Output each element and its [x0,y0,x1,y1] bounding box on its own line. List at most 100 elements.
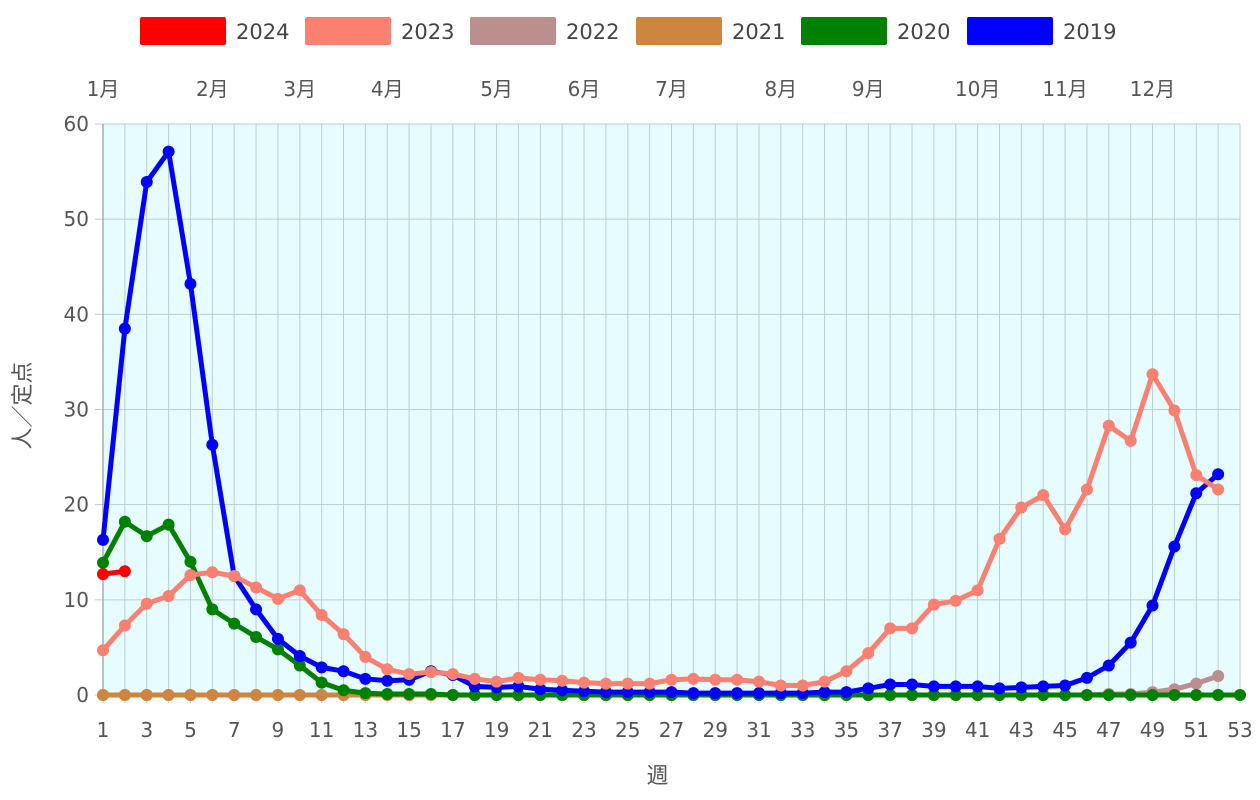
data-point[interactable] [862,682,875,695]
data-point[interactable] [250,603,263,616]
data-point[interactable] [184,689,197,701]
data-point[interactable] [250,581,263,594]
data-point[interactable] [271,643,284,656]
data-point[interactable] [97,644,109,657]
data-point[interactable] [665,686,678,699]
data-point[interactable] [337,628,350,641]
data-point[interactable] [971,689,984,701]
legend-swatch[interactable] [470,17,556,45]
data-point[interactable] [140,597,153,610]
data-point[interactable] [250,630,263,643]
data-point[interactable] [906,622,919,635]
data-point[interactable] [250,689,263,701]
data-point[interactable] [599,686,612,699]
data-point[interactable] [1059,679,1072,692]
data-point[interactable] [1102,419,1115,432]
data-point[interactable] [512,671,525,684]
data-point[interactable] [206,438,219,451]
data-point[interactable] [271,689,284,701]
legend-swatch[interactable] [967,17,1053,45]
data-point[interactable] [665,673,678,686]
data-point[interactable] [97,533,109,546]
data-point[interactable] [1080,689,1093,701]
data-point[interactable] [446,668,459,681]
data-point[interactable] [884,689,897,701]
data-point[interactable] [1212,689,1225,701]
data-point[interactable] [1102,689,1115,701]
data-point[interactable] [1037,489,1050,502]
data-point[interactable] [578,685,591,698]
data-point[interactable] [621,686,634,699]
data-point[interactable] [993,532,1006,545]
data-point[interactable] [315,689,328,701]
legend-swatch[interactable] [801,17,887,45]
data-point[interactable] [556,674,569,687]
data-point[interactable] [97,568,109,581]
data-point[interactable] [1080,483,1093,496]
data-point[interactable] [1212,468,1225,481]
data-point[interactable] [1212,669,1225,682]
data-point[interactable] [1059,523,1072,536]
data-point[interactable] [97,556,109,569]
data-point[interactable] [578,676,591,689]
data-point[interactable] [403,688,416,701]
data-point[interactable] [643,686,656,699]
data-point[interactable] [468,672,481,685]
data-point[interactable] [1190,689,1203,701]
data-point[interactable] [381,674,394,687]
data-point[interactable] [206,566,219,579]
data-point[interactable] [1124,689,1137,701]
data-point[interactable] [1168,689,1181,701]
data-point[interactable] [1234,689,1246,701]
data-point[interactable] [446,689,459,701]
data-point[interactable] [818,675,831,688]
data-point[interactable] [1080,671,1093,684]
data-point[interactable] [359,687,372,700]
data-point[interactable] [534,673,547,686]
data-point[interactable] [293,649,306,662]
data-point[interactable] [359,650,372,663]
data-point[interactable] [884,678,897,691]
data-point[interactable] [381,688,394,701]
data-point[interactable] [906,678,919,691]
data-point[interactable] [118,689,131,701]
data-point[interactable] [1015,501,1028,514]
data-point[interactable] [293,584,306,597]
data-point[interactable] [118,619,131,632]
data-point[interactable] [490,675,503,688]
data-point[interactable] [709,673,722,686]
data-point[interactable] [97,689,109,701]
data-point[interactable] [206,603,219,616]
data-point[interactable] [403,668,416,681]
data-point[interactable] [424,666,437,679]
data-point[interactable] [337,684,350,697]
data-point[interactable] [1168,540,1181,553]
data-point[interactable] [184,277,197,290]
data-point[interactable] [162,689,175,701]
data-point[interactable] [184,555,197,568]
data-point[interactable] [840,665,853,678]
data-point[interactable] [228,617,241,630]
data-point[interactable] [315,676,328,689]
legend-swatch[interactable] [636,17,722,45]
data-point[interactable] [162,518,175,531]
data-point[interactable] [118,322,131,335]
data-point[interactable] [512,689,525,701]
legend-swatch[interactable] [140,17,226,45]
data-point[interactable] [1168,404,1181,417]
data-point[interactable] [818,686,831,699]
data-point[interactable] [424,688,437,701]
data-point[interactable] [206,689,219,701]
data-point[interactable] [731,687,744,700]
data-point[interactable] [1037,689,1050,701]
data-point[interactable] [1037,680,1050,693]
data-point[interactable] [1146,689,1159,701]
data-point[interactable] [1059,689,1072,701]
data-point[interactable] [1102,659,1115,672]
data-point[interactable] [1190,469,1203,482]
data-point[interactable] [1190,677,1203,690]
data-point[interactable] [468,689,481,701]
data-point[interactable] [1190,487,1203,500]
data-point[interactable] [927,680,940,693]
data-point[interactable] [1146,599,1159,612]
